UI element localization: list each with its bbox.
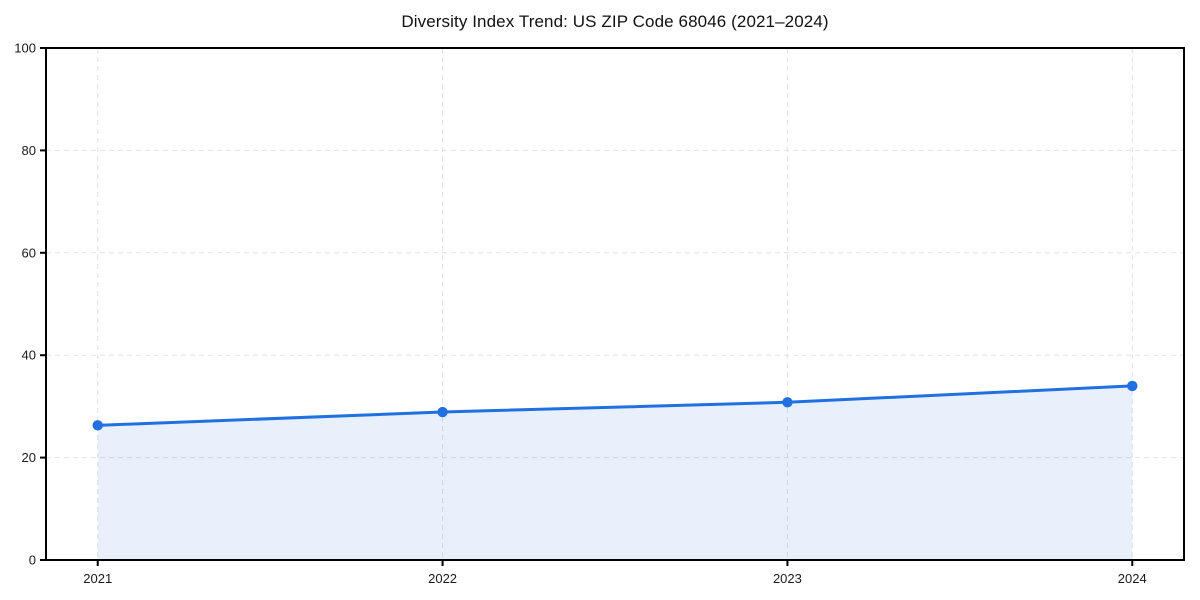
x-tick-label: 2023 <box>773 571 802 586</box>
y-tick-label: 60 <box>22 245 36 260</box>
axis-frame <box>45 47 1185 561</box>
area-fill <box>97 385 1133 560</box>
x-tick-label: 2024 <box>1118 571 1147 586</box>
y-tick-label: 80 <box>22 143 36 158</box>
y-tick-label: 20 <box>22 450 36 465</box>
trend-line <box>96 384 1134 427</box>
data-point-2024 <box>1127 380 1138 392</box>
x-tick-label: 2021 <box>83 571 112 586</box>
data-point-2021 <box>92 420 103 431</box>
y-tick-label: 0 <box>29 553 36 568</box>
x-tick-label: 2022 <box>428 571 457 586</box>
data-point-2022 <box>437 406 448 418</box>
data-point-2023 <box>782 397 793 408</box>
y-tick-label: 100 <box>14 41 36 56</box>
y-tick-label: 40 <box>22 348 36 363</box>
chart-title: Diversity Index Trend: US ZIP Code 68046… <box>401 12 829 31</box>
